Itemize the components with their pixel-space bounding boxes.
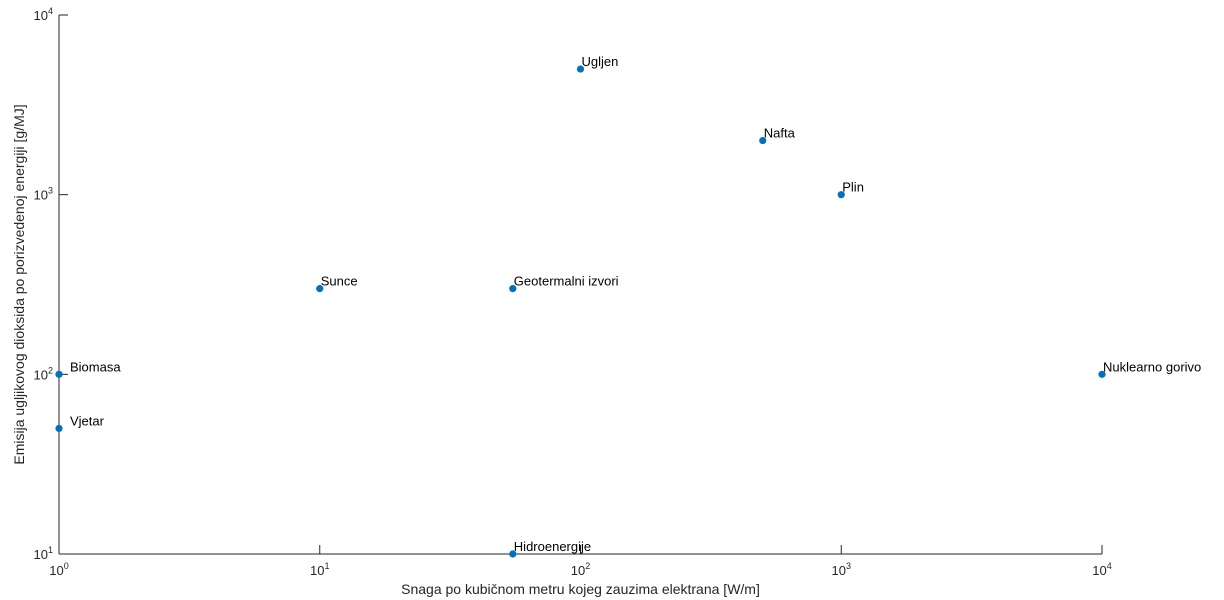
data-point (759, 136, 767, 145)
x-tick-label: 103 (832, 561, 851, 578)
point-label: Plin (842, 180, 864, 195)
data-point (55, 424, 63, 433)
point-label: Ugljen (582, 54, 619, 69)
data-point (837, 191, 845, 199)
y-tick-label: 101 (34, 545, 53, 562)
data-point (1098, 370, 1106, 378)
y-tick-label: 104 (34, 6, 53, 23)
x-tick-label: 104 (1092, 561, 1111, 578)
point-label: Nafta (764, 126, 796, 141)
x-axis-title: Snaga po kubičnom metru kojeg zauzima el… (401, 581, 760, 597)
point-label: Nuklearno gorivo (1103, 359, 1201, 374)
data-points: Ugljen Nafta Plin Sunce Geotermalni izvori Bi… (55, 54, 1201, 558)
x-tick-label: 100 (49, 561, 68, 578)
data-point (509, 285, 517, 293)
y-tick-label: 103 (34, 186, 53, 203)
data-point (509, 550, 517, 558)
data-point (55, 370, 63, 378)
point-label: Vjetar (70, 413, 105, 428)
point-label: Biomasa (70, 359, 121, 374)
point-label: Hidroenergije (514, 539, 591, 554)
y-tick-label: 102 (34, 365, 53, 382)
data-point (576, 65, 585, 73)
data-point (316, 285, 324, 293)
point-label: Sunce (321, 274, 358, 289)
x-tick-label: 101 (310, 561, 329, 578)
x-tick-label: 102 (571, 561, 590, 578)
point-label: Geotermalni izvori (514, 274, 619, 289)
y-axis-title: Emisija ugljikovog dioksida po porizvede… (11, 104, 27, 464)
